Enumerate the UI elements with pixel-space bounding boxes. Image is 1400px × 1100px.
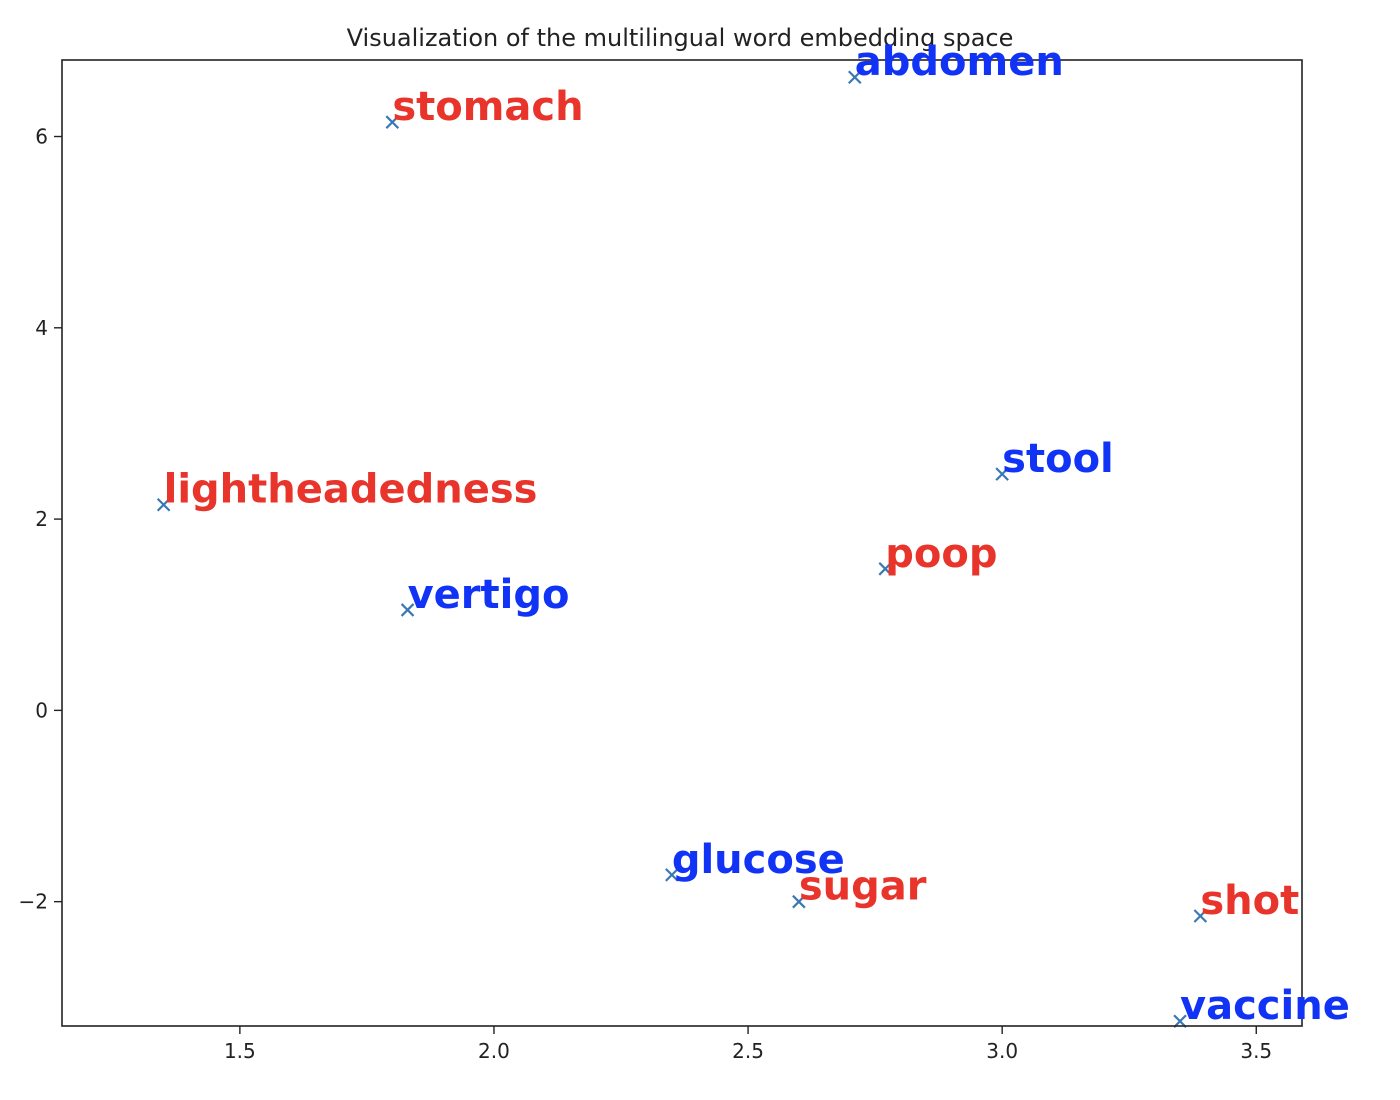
y-tick-label: 4: [35, 316, 48, 340]
data-point-poop: [878, 562, 893, 576]
data-point-shot: [1193, 909, 1208, 923]
point-marker-stroke: [400, 603, 415, 617]
word-label-lightheadedness: lightheadedness: [164, 467, 538, 513]
x-tick-label: 3.0: [986, 1039, 1018, 1063]
word-label-vaccine: vaccine: [1180, 983, 1350, 1029]
point-marker-stroke: [848, 70, 862, 84]
word-label-vertigo: vertigo: [408, 572, 570, 618]
point-marker-stroke: [878, 562, 893, 576]
point-marker-stroke: [792, 894, 806, 909]
data-point-vertigo: [400, 603, 415, 617]
word-label-stomach: stomach: [392, 84, 583, 130]
x-tick-label: 2.5: [732, 1039, 764, 1063]
point-marker-stroke: [385, 115, 400, 129]
word-label-sugar: sugar: [799, 864, 927, 910]
y-tick-label: −2: [19, 890, 48, 914]
plot-frame: [61, 59, 1303, 1027]
point-marker-stroke: [156, 497, 171, 512]
x-tick-label: 1.5: [224, 1039, 256, 1063]
word-label-abdomen: abdomen: [855, 39, 1064, 85]
x-tick-label: 2.0: [478, 1039, 510, 1063]
data-point-stomach: [385, 115, 400, 129]
word-label-glucose: glucose: [672, 837, 845, 883]
data-point-lightheadedness: [156, 497, 171, 512]
y-tick-label: 2: [35, 507, 48, 531]
word-label-stool: stool: [1002, 436, 1114, 482]
y-tick-label: 0: [35, 698, 48, 722]
data-point-sugar: [792, 894, 806, 909]
point-marker-stroke: [665, 868, 679, 882]
plot-area: [156, 70, 1208, 1028]
word-label-poop: poop: [885, 531, 997, 577]
data-point-glucose: [665, 868, 679, 882]
chart-title: Visualization of the multilingual word e…: [347, 24, 1014, 52]
data-point-abdomen: [848, 70, 862, 84]
point-marker-stroke: [1193, 909, 1208, 923]
x-tick-label: 3.5: [1240, 1039, 1272, 1063]
data-point-stool: [995, 467, 1009, 481]
point-marker-stroke: [995, 467, 1009, 481]
y-tick-label: 6: [35, 125, 48, 149]
word-label-shot: shot: [1200, 878, 1299, 924]
